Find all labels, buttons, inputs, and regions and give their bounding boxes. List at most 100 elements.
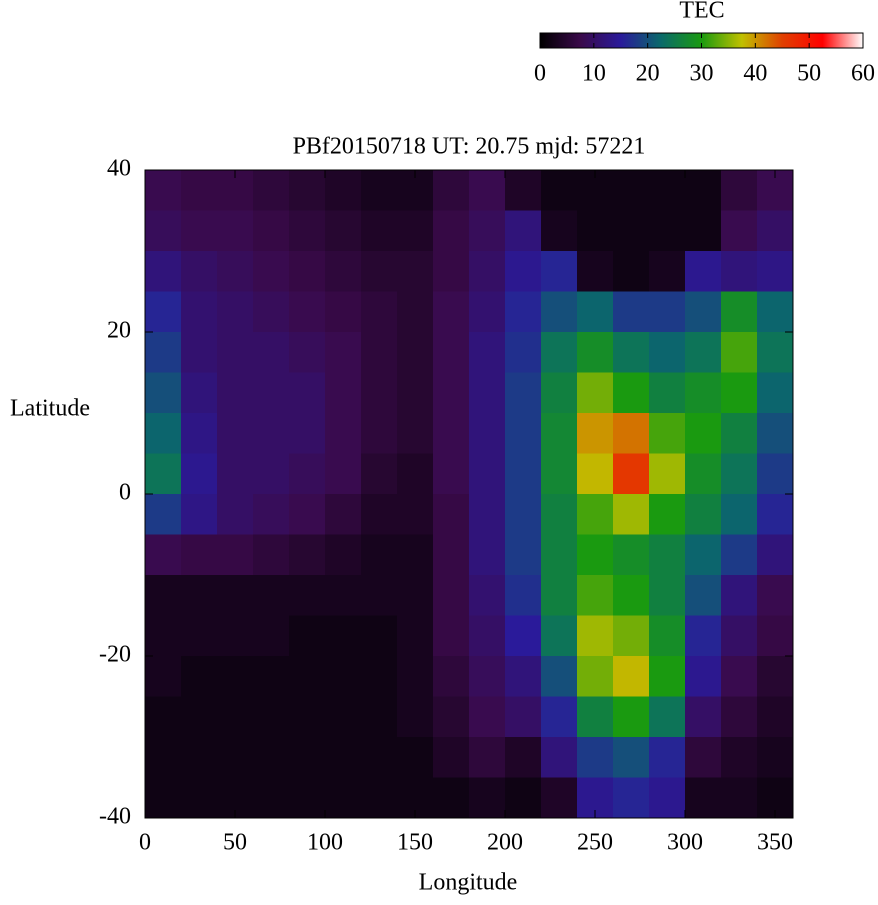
heatmap-cell [325,453,362,495]
heatmap-cell [649,494,686,535]
heatmap-cell [577,453,614,495]
heatmap-cell [613,291,650,333]
heatmap-cell [541,656,578,697]
heatmap-cell [361,170,398,211]
heatmap-cell [361,453,398,495]
heatmap-cell [721,210,758,252]
heatmap-cell [217,372,254,414]
x-tick-label: 100 [307,830,343,856]
chart-title: PBf20150718 UT: 20.75 mjd: 57221 [293,134,646,160]
heatmap-cell [253,291,290,333]
x-tick-label: 0 [139,830,151,856]
heatmap-cell [145,251,182,292]
heatmap-cell [433,575,470,616]
heatmap-cell [469,291,506,333]
heatmap-cell [361,696,398,738]
heatmap-cell [397,453,434,495]
heatmap-cell [721,737,758,778]
heatmap-cell [757,210,794,252]
heatmap-cell [613,656,650,697]
heatmap-cell [181,251,218,292]
heatmap-cell [505,656,542,697]
heatmap-cell [721,413,758,454]
heatmap-cell [433,372,470,414]
heatmap-cell [505,170,542,211]
heatmap-cell [325,737,362,778]
heatmap-cell [685,291,722,333]
heatmap-cell [253,575,290,616]
heatmap-cell [217,494,254,535]
heatmap-cell [505,534,542,576]
heatmap-cell [253,696,290,738]
heatmap-cell [145,575,182,616]
heatmap-cell [649,696,686,738]
heatmap-cell [397,332,434,373]
heatmap-cell [505,210,542,252]
heatmap-cell [613,210,650,252]
heatmap-cell [217,534,254,576]
heatmap-cell [181,453,218,495]
heatmap-cell [541,413,578,454]
heatmap-cell [253,453,290,495]
heatmap-cell [613,453,650,495]
x-axis-label: Longitude [419,870,518,896]
heatmap-cell [613,696,650,738]
heatmap-cell [541,575,578,616]
heatmap-cell [721,251,758,292]
heatmap-cell [649,251,686,292]
heatmap-cell [181,170,218,211]
heatmap-cell [397,494,434,535]
heatmap-cell [361,413,398,454]
heatmap-cell [397,372,434,414]
heatmap-cell [721,372,758,414]
heatmap-cell [685,696,722,738]
heatmap-cell [685,170,722,211]
heatmap-cell [217,291,254,333]
heatmap-cell [289,332,326,373]
heatmap-cell [649,170,686,211]
heatmap-cell [541,170,578,211]
x-tick-label: 200 [487,830,523,856]
heatmap-cell [361,494,398,535]
heatmap-cell [685,656,722,697]
heatmap-cell [649,210,686,252]
heatmap-cell [253,777,290,819]
heatmap-cell [541,210,578,252]
heatmap-cell [253,656,290,697]
heatmap-cell [685,332,722,373]
heatmap-cell [541,372,578,414]
heatmap-cell [181,372,218,414]
heatmap-cell [217,251,254,292]
heatmap-cell [541,615,578,657]
heatmap-cell [505,737,542,778]
colorbar-label: TEC [679,0,724,24]
heatmap-cell [613,251,650,292]
heatmap-cell [541,453,578,495]
heatmap-cell [325,372,362,414]
heatmap-cell [253,372,290,414]
heatmap-cell [217,575,254,616]
heatmap-cell [433,737,470,778]
heatmap-cell [721,615,758,657]
heatmap-cell [181,696,218,738]
heatmap-cell [469,534,506,576]
heatmap-cell [325,777,362,819]
heatmap-cell [217,413,254,454]
heatmap-cell [577,534,614,576]
heatmap-cell [685,737,722,778]
heatmap-cell [325,575,362,616]
heatmap-cell [505,696,542,738]
heatmap-cell [577,615,614,657]
heatmap-cell [577,656,614,697]
heatmap-cell [145,696,182,738]
heatmap-cell [325,413,362,454]
heatmap-cell [505,332,542,373]
y-tick-label: -40 [99,804,131,830]
heatmap-cell [181,332,218,373]
heatmap-cell [685,575,722,616]
heatmap-cell [397,656,434,697]
heatmap-cell [325,210,362,252]
colorbar-tick-label: 40 [743,61,767,87]
heatmap-cell [397,291,434,333]
heatmap-cell [613,332,650,373]
